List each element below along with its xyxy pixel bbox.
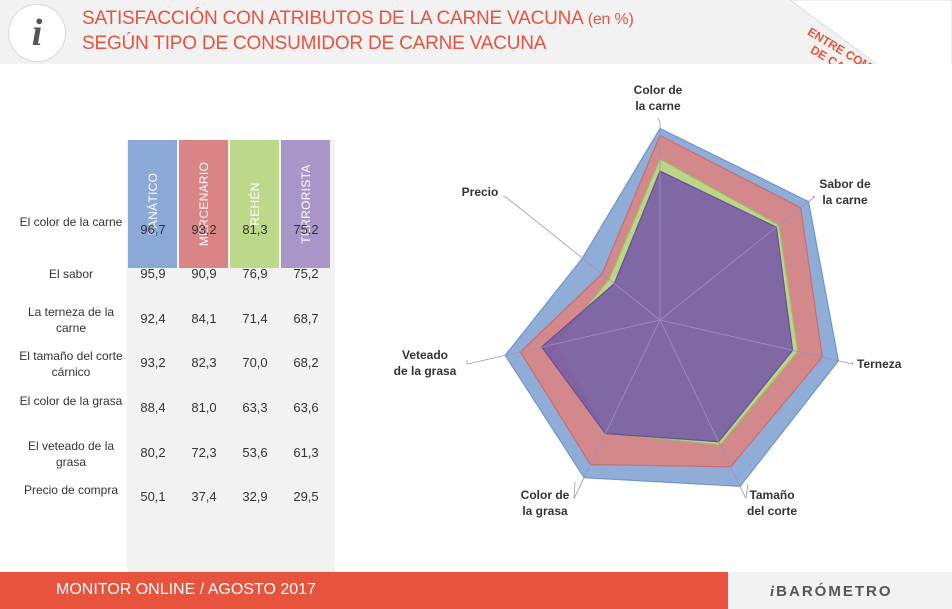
row-label: El tamaño del corte cárnico — [18, 348, 124, 380]
footer-text: MONITOR ONLINE / AGOSTO 2017 — [56, 581, 316, 599]
table-cell: 71,4 — [230, 311, 280, 326]
table-cell: 32,9 — [230, 489, 280, 504]
table-cell: 95,9 — [128, 266, 178, 281]
table-cell: 88,4 — [128, 400, 178, 415]
table-cell: 75,2 — [281, 222, 331, 237]
table-cell: 80,2 — [128, 445, 178, 460]
column-header-terrorista: TERRORISTA — [281, 140, 330, 268]
footer: MONITOR ONLINE / AGOSTO 2017 iBARÓMETRO — [0, 572, 952, 609]
logo-letter: i — [9, 11, 65, 55]
table-cell: 81,3 — [230, 222, 280, 237]
table-cell: 63,3 — [230, 400, 280, 415]
title-unit: (en %) — [588, 11, 634, 28]
logo: i — [8, 4, 66, 62]
table-cell: 70,0 — [230, 355, 280, 370]
column-header-mercenario: MERCENARIO — [179, 140, 228, 268]
table-cell: 76,9 — [230, 266, 280, 281]
table-cell: 68,7 — [281, 311, 331, 326]
table-cell: 82,3 — [179, 355, 229, 370]
title-line-1: SATISFACCIÓN CON ATRIBUTOS DE LA CARNE V… — [82, 8, 583, 29]
row-label: El color de la carne — [18, 214, 124, 230]
table-cell: 90,9 — [179, 266, 229, 281]
table-cell: 61,3 — [281, 445, 331, 460]
table-cell: 92,4 — [128, 311, 178, 326]
table-cell: 96,7 — [128, 222, 178, 237]
table-cell: 75,2 — [281, 266, 331, 281]
row-label: El color de la grasa — [18, 393, 124, 409]
table-cell: 93,2 — [128, 355, 178, 370]
row-label: La terneza de la carne — [18, 304, 124, 336]
title-line-2: SEGÚN TIPO DE CONSUMIDOR DE CARNE VACUNA — [82, 33, 546, 54]
table-cell: 50,1 — [128, 489, 178, 504]
table-cell: 84,1 — [179, 311, 229, 326]
table-cell: 53,6 — [230, 445, 280, 460]
page-title: SATISFACCIÓN CON ATRIBUTOS DE LA CARNE V… — [82, 7, 634, 56]
brand-name: BARÓMETRO — [776, 583, 892, 600]
table-cell: 29,5 — [281, 489, 331, 504]
table-cell: 72,3 — [179, 445, 229, 460]
table-cell: 93,2 — [179, 222, 229, 237]
column-header-fanatico: FANÁTICO — [128, 140, 177, 268]
table-cell: 81,0 — [179, 400, 229, 415]
table-cell: 37,4 — [179, 489, 229, 504]
row-label: Precio de compra — [18, 482, 124, 498]
table-cell: 68,2 — [281, 355, 331, 370]
brand-logo: iBARÓMETRO — [770, 583, 893, 601]
column-header-rehen: REHÉN — [230, 140, 279, 268]
row-label: El sabor — [18, 266, 124, 282]
main-panel: FANÁTICO MERCENARIO REHÉN TERRORISTA El … — [0, 64, 952, 572]
table-cell: 63,6 — [281, 400, 331, 415]
row-label: El veteado de la grasa — [18, 438, 124, 470]
column-header-label: REHÉN — [248, 182, 262, 226]
footer-bar: MONITOR ONLINE / AGOSTO 2017 — [0, 572, 728, 609]
